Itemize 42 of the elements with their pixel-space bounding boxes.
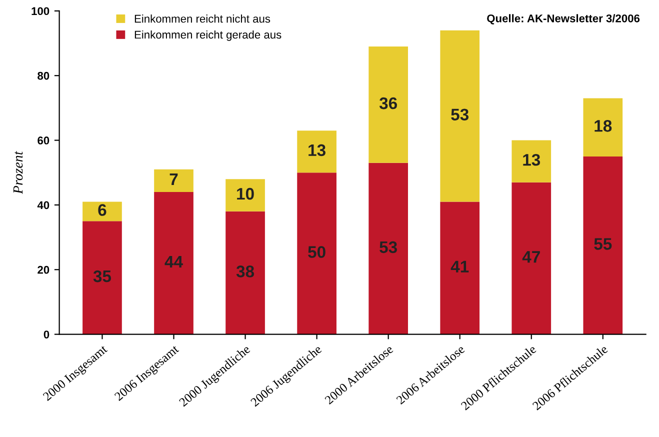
bar (512, 182, 552, 334)
legend-label: Einkommen reicht gerade aus (134, 30, 282, 41)
bar (154, 192, 194, 334)
y-tick-label: 60 (38, 136, 50, 144)
data-label: 53 (380, 241, 397, 254)
bar (297, 130, 336, 173)
bar (440, 30, 480, 202)
bar (583, 98, 623, 156)
bar (368, 46, 408, 163)
bar (226, 211, 265, 334)
y-tick-label: 100 (32, 7, 50, 16)
bar (583, 156, 623, 334)
data-label: 13 (523, 154, 540, 166)
data-label: 7 (170, 174, 178, 186)
bar (297, 172, 336, 334)
data-label: 38 (236, 266, 254, 278)
data-label: 36 (379, 97, 397, 110)
y-axis-title: Prozent (13, 150, 23, 194)
data-label: 18 (594, 120, 612, 132)
bar (154, 169, 194, 192)
y-tick-label: 20 (38, 266, 50, 274)
data-label: 10 (237, 188, 254, 200)
bar (440, 202, 480, 334)
data-label: 50 (308, 246, 326, 258)
legend-label: Einkommen reicht nicht aus (134, 14, 270, 23)
annotation: Quelle: AK-Newsletter 3/2006 (487, 14, 640, 24)
y-tick-label: 40 (37, 201, 50, 210)
data-label: 41 (450, 260, 469, 272)
bar (82, 202, 122, 222)
y-tick-label: 80 (38, 72, 50, 80)
bar (82, 221, 122, 334)
y-tick-label: 0 (44, 330, 50, 338)
data-label: 6 (98, 204, 106, 216)
data-label: 53 (451, 108, 469, 121)
bar (226, 179, 265, 212)
data-label: 44 (164, 256, 183, 268)
data-label: 35 (93, 270, 112, 282)
data-label: 13 (308, 144, 326, 156)
bar (368, 162, 408, 334)
data-label: 47 (522, 251, 540, 263)
data-label: 55 (594, 238, 612, 250)
bar (512, 140, 552, 182)
